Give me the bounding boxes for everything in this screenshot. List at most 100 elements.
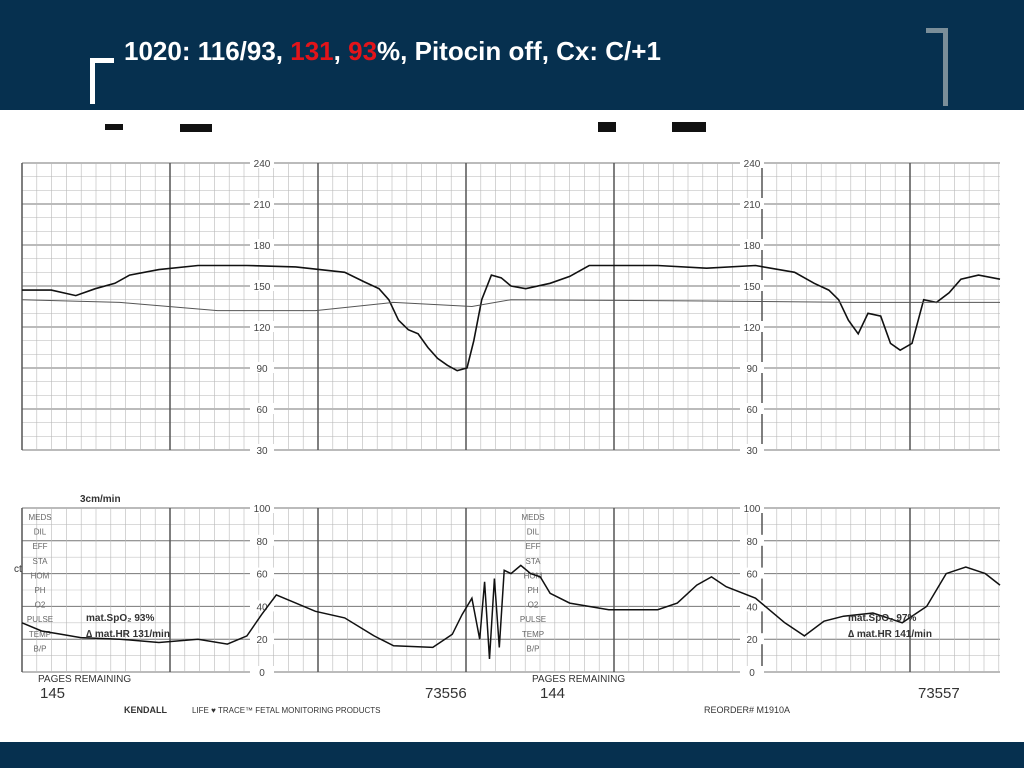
pages-remaining-value-left: 145 [40, 685, 65, 702]
left-bracket-decoration [90, 58, 114, 104]
fhr-tick-labels: 240 210 180 150 120 90 60 30 240 210 180 150 120 90 60… [250, 157, 764, 457]
tick-label-bg [740, 567, 764, 579]
side-label: DIL [527, 528, 540, 537]
left-hr-annotation: ∆ mat.HR 131/min [86, 629, 170, 640]
ua-tick-label: 100 [744, 504, 761, 515]
tick-label-bg [250, 157, 274, 168]
ua-tick-labels: 100 80 60 40 20 0 100 80 60 40 20 0 [250, 502, 764, 679]
side-label: B/P [527, 644, 540, 653]
fhr-tick-label: 30 [256, 446, 268, 457]
top-edge-mark [180, 124, 212, 132]
ua-tick-label: 40 [256, 602, 268, 613]
slide-header [0, 0, 1024, 110]
fetal-monitor-strip: 240 210 180 150 120 90 60 30 240 210 180 150 120 90 60… [14, 114, 1008, 720]
strip-paper [14, 114, 1008, 720]
tick-label-bg [740, 502, 764, 513]
tick-label-bg [740, 239, 764, 250]
fetal-heart-rate-line [22, 264, 1001, 372]
uterine-activity-line [21, 564, 1001, 659]
tick-label-bg [250, 600, 274, 612]
fhr-tick-label: 180 [254, 241, 271, 252]
reorder-number: REORDER# M1910A [704, 705, 790, 715]
tick-label-bg [250, 502, 274, 513]
fhr-tick-label: 30 [746, 446, 758, 457]
ua-tick-label: 40 [746, 602, 758, 613]
title-part-2: %, Pitocin off, Cx: C/+1 [377, 36, 661, 66]
serial-number-right: 73557 [918, 685, 960, 702]
side-label: TEMP [522, 630, 544, 639]
side-label: STA [33, 557, 49, 566]
tick-label-bg [250, 362, 274, 373]
tick-label-bg [740, 534, 764, 546]
tick-label-bg [740, 444, 764, 455]
fhr-tick-label: 210 [254, 200, 271, 211]
pages-remaining-value-right: 144 [540, 685, 565, 702]
tick-label-bg [250, 567, 274, 579]
side-label: PULSE [520, 615, 546, 624]
fhr-tick-label: 60 [746, 405, 758, 416]
fhr-tick-label: 90 [746, 364, 758, 375]
serial-number-left: 73556 [425, 685, 467, 702]
left-cut-text: ct [14, 564, 22, 575]
top-edge-mark [598, 122, 616, 132]
title-maternal-spo2: 93 [348, 36, 378, 66]
side-label: HOM [31, 571, 50, 580]
side-label: MEDS [28, 513, 51, 522]
tick-label-bg [250, 444, 274, 455]
fhr-tick-label: 120 [254, 323, 271, 334]
maternal-heart-rate-line [21, 299, 1000, 312]
title-separator: , [333, 36, 349, 66]
ua-tick-label: 80 [256, 537, 268, 548]
ua-tick-label: 100 [254, 504, 271, 515]
tick-label-bg [740, 403, 764, 414]
left-spo2-annotation: mat.SpO₂ 93% [86, 613, 154, 624]
tick-label-bg [250, 534, 274, 546]
fhr-tick-label: 150 [254, 282, 271, 293]
side-label: PH [34, 586, 45, 595]
right-hr-annotation: ∆ mat.HR 141/min [848, 629, 932, 640]
top-edge-mark [105, 124, 123, 130]
side-label: EFF [525, 542, 540, 551]
side-label: EFF [32, 542, 47, 551]
paper-speed: 3cm/min [80, 494, 121, 505]
side-label: DIL [34, 528, 47, 537]
fhr-tick-label: 120 [744, 323, 761, 334]
tick-label-bg [250, 280, 274, 291]
side-label: HOM [524, 571, 543, 580]
right-bracket-decoration [926, 28, 948, 106]
tick-label-bg [250, 239, 274, 250]
slide-title: 1020: 116/93, 131, 93%, Pitocin off, Cx:… [124, 36, 661, 67]
side-label: TEMP [29, 630, 51, 639]
brand-name: KENDALL [124, 705, 167, 715]
product-name: LIFE ♥ TRACE™ FETAL MONITORING PRODUCTS [192, 706, 380, 715]
tick-label-bg [740, 666, 764, 677]
ua-tick-label: 20 [256, 635, 268, 646]
side-label: B/P [34, 644, 47, 653]
tick-label-bg [250, 403, 274, 414]
fhr-tick-label: 240 [254, 159, 271, 170]
pages-remaining-label-left: PAGES REMAINING [38, 674, 131, 685]
side-label: MEDS [521, 513, 544, 522]
tick-label-bg [740, 321, 764, 332]
side-label: O2 [528, 601, 539, 610]
tick-label-bg [740, 633, 764, 645]
side-label: PULSE [27, 615, 53, 624]
tick-label-bg [740, 280, 764, 291]
fhr-tick-label: 210 [744, 200, 761, 211]
slide-footer [0, 742, 1024, 768]
right-spo2-annotation: mat.SpO₂ 97% [848, 613, 916, 624]
tick-label-bg [250, 666, 274, 677]
fhr-tick-label: 60 [256, 405, 268, 416]
tick-label-bg [250, 633, 274, 645]
title-part-1: 1020: 116/93, [124, 36, 291, 66]
ua-tick-label: 0 [259, 668, 265, 679]
tick-label-bg [250, 198, 274, 209]
fhr-tick-label: 90 [256, 364, 268, 375]
side-label: O2 [35, 601, 46, 610]
tick-label-bg [740, 198, 764, 209]
tick-label-bg [740, 362, 764, 373]
fhr-tick-label: 150 [744, 282, 761, 293]
fhr-grid [21, 162, 1000, 451]
side-labels: MEDS DIL EFF STA HOM PH O2 PULSE TEMP B/P MEDS DIL E… [27, 513, 546, 653]
fhr-tick-label: 240 [744, 159, 761, 170]
